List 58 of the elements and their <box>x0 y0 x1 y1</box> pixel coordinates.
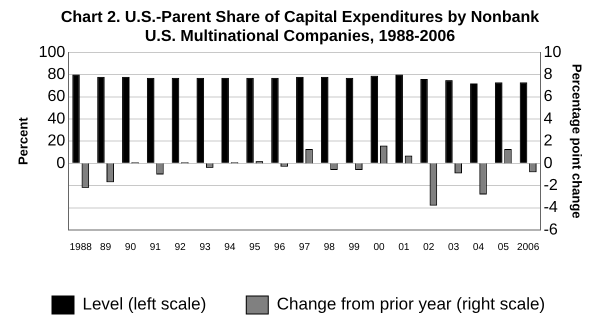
bar <box>320 76 328 163</box>
bar <box>122 76 130 163</box>
bar <box>172 78 180 163</box>
bar <box>221 78 229 163</box>
bar <box>97 76 105 163</box>
bar <box>271 78 279 163</box>
x-tick-label: 1988 <box>70 242 92 253</box>
bar <box>470 83 478 163</box>
chart-title: Chart 2. U.S.-Parent Share of Capital Expenditures by Nonbank U.S. Multinational Companies, 1988-2006 <box>60 9 540 46</box>
x-tick-label: 92 <box>174 242 186 253</box>
y-tick-label: 100 <box>38 44 66 61</box>
x-tick-label: 91 <box>150 242 162 253</box>
y-tick-label: 20 <box>48 132 66 150</box>
bar <box>72 74 80 163</box>
bar <box>445 80 453 163</box>
bar <box>346 78 354 163</box>
bar <box>370 76 378 163</box>
x-tick-label: 89 <box>100 242 112 253</box>
x-tick-label: 97 <box>298 242 310 253</box>
y-tick-label: 60 <box>48 88 66 106</box>
legend-label: Change from prior year (right scale) <box>276 294 546 314</box>
y-axis-title: Percent <box>15 116 30 166</box>
y-tick-label: 40 <box>48 110 66 128</box>
x-tick-label: 00 <box>373 242 386 253</box>
y2-tick-label: 4 <box>544 110 553 128</box>
bar <box>146 78 154 163</box>
x-tick-label: 93 <box>199 242 212 253</box>
x-tick-label: 94 <box>224 242 236 253</box>
bar <box>520 82 528 163</box>
x-tick-label: 96 <box>274 242 286 253</box>
x-tick-label: 2006 <box>517 242 540 253</box>
y2-tick-label: 2 <box>544 132 553 150</box>
y2-tick-label: -2 <box>544 177 558 194</box>
bar <box>420 79 428 163</box>
bar <box>395 74 403 163</box>
x-tick-label: 01 <box>398 242 410 253</box>
bar <box>296 76 304 163</box>
y-tick-label: 80 <box>48 66 66 84</box>
y-tick-label: 0 <box>56 154 66 172</box>
x-tick-label: 05 <box>498 242 510 253</box>
legend-label: Level (left scale) <box>82 294 206 314</box>
x-tick-label: 03 <box>448 242 460 253</box>
x-tick-label: 02 <box>423 242 435 253</box>
x-tick-label: 98 <box>324 242 336 253</box>
bar <box>196 78 204 163</box>
y2-tick-label: 10 <box>544 44 562 61</box>
x-tick-label: 04 <box>472 242 484 253</box>
x-tick-label: 95 <box>249 242 261 253</box>
y2-tick-label: 8 <box>544 66 553 84</box>
x-tick-label: 90 <box>124 242 136 253</box>
y2-tick-label: -6 <box>544 221 558 238</box>
y2-tick-label: 0 <box>544 154 553 172</box>
bar <box>494 82 502 163</box>
x-tick-label: 99 <box>348 242 360 253</box>
y2-tick-label: -4 <box>544 199 558 216</box>
y2-axis-title: Percentage point change <box>570 64 585 218</box>
y2-tick-label: 6 <box>544 88 553 106</box>
bar <box>246 78 254 163</box>
